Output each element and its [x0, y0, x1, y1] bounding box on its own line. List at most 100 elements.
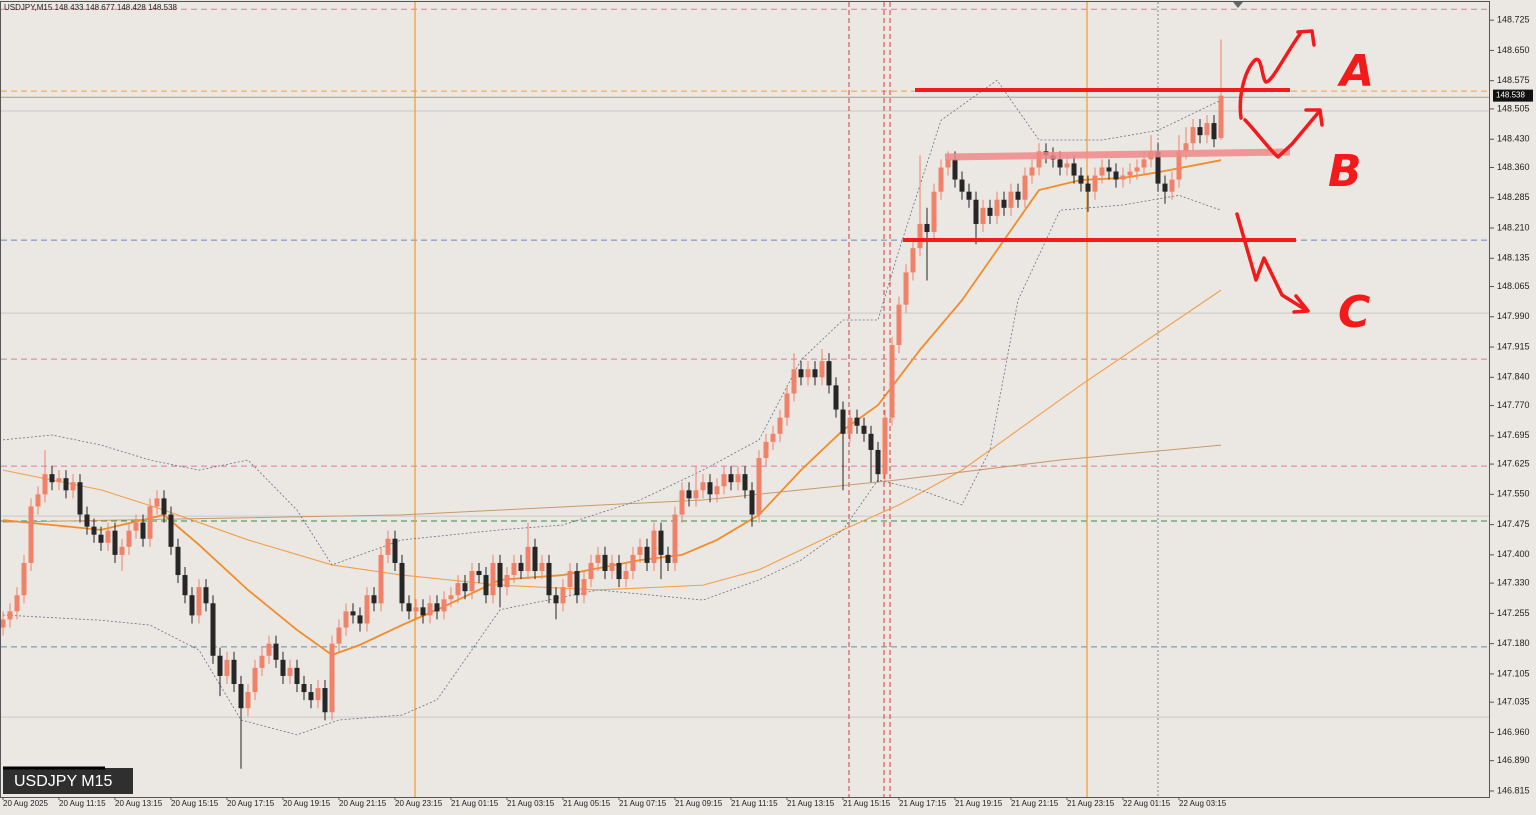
candle-body [791, 369, 797, 394]
candle-body [441, 599, 447, 612]
candle-body [728, 474, 734, 483]
y-tick-label: 147.625 [1497, 458, 1530, 468]
candle-body [196, 587, 202, 616]
candle-body [770, 433, 776, 442]
candle-body [357, 615, 363, 624]
x-axis: 20 Aug 2025 20 Aug 11:15 20 Aug 13:15 20 Au… [2, 797, 1227, 808]
plot-border [0, 1, 1490, 798]
candle-body [1169, 179, 1175, 192]
candle-body [784, 393, 790, 418]
candle-body [777, 417, 783, 434]
header-open: 148.433 [55, 3, 84, 12]
candle-body [826, 361, 832, 386]
candle-body [266, 643, 272, 656]
arrow-b [1243, 108, 1324, 159]
x-tick-label: 21 Aug 09:15 [675, 799, 723, 808]
y-tick-label: 146.890 [1497, 755, 1530, 765]
candle-body [903, 272, 909, 305]
candle-body [350, 611, 356, 616]
candle-body [1022, 175, 1028, 200]
y-tick-label: 146.960 [1497, 727, 1530, 737]
candle-body [1155, 151, 1161, 184]
candle-body [567, 571, 573, 588]
candle-body [1085, 183, 1091, 192]
candle-body [763, 441, 769, 459]
candle-body [588, 562, 594, 580]
x-tick-label: 20 Aug 15:15 [171, 799, 219, 808]
candle-body [931, 191, 937, 233]
candle-body [581, 579, 587, 596]
candle-body [1204, 123, 1210, 136]
y-tick-label: 147.770 [1497, 400, 1530, 410]
candle-body [448, 595, 454, 600]
y-tick-label: 147.550 [1497, 489, 1530, 499]
candle-body [371, 595, 377, 604]
candle-body [70, 482, 76, 491]
badge: USDJPY M15 [14, 773, 113, 790]
x-tick-label: 21 Aug 01:15 [451, 799, 499, 808]
candle-body [616, 562, 622, 580]
candle-body [287, 667, 293, 676]
range-line [944, 148, 1291, 161]
symbol: USDJPY,M15 [4, 3, 53, 12]
candle-body [91, 526, 97, 535]
y-tick-label: 146.815 [1497, 785, 1530, 795]
candle-body [973, 199, 979, 224]
y-tick-label: 148.210 [1497, 222, 1530, 232]
candle-body [413, 607, 419, 612]
shift-marker [1233, 2, 1243, 8]
y-tick-label: 147.990 [1497, 311, 1530, 321]
candles [0, 39, 1224, 769]
arrow-a [1238, 29, 1316, 120]
x-tick-label: 21 Aug 13:15 [787, 799, 835, 808]
y-tick-label: 147.840 [1497, 372, 1530, 382]
candle-body [1211, 123, 1217, 140]
x-tick-label: 20 Aug 17:15 [227, 799, 275, 808]
indicator-line [2, 444, 1222, 523]
candle-body [210, 603, 216, 656]
candle-body [868, 433, 874, 450]
y-tick-label: 147.105 [1497, 668, 1530, 678]
candle-body [966, 191, 972, 200]
candle-body [854, 417, 860, 426]
candle-body [63, 478, 69, 491]
price-label: 148.538 [1496, 91, 1525, 100]
candle-body [651, 530, 657, 563]
x-tick-label: 22 Aug 01:15 [1123, 799, 1171, 808]
candle-body [875, 449, 881, 475]
candle-body [1134, 167, 1140, 172]
x-tick-label: 20 Aug 13:15 [115, 799, 163, 808]
candle-body [462, 583, 468, 592]
candle-body [49, 474, 55, 483]
candle-body [1176, 151, 1182, 180]
candle-body [1113, 171, 1119, 180]
candle-body [203, 587, 209, 604]
candle-body [147, 506, 153, 539]
candle-body [56, 478, 62, 483]
candle-body [665, 554, 671, 563]
x-tick-label: 21 Aug 23:15 [1067, 799, 1115, 808]
candle-body [455, 583, 461, 596]
x-tick-label: 20 Aug 19:15 [283, 799, 331, 808]
candle-body [392, 538, 398, 563]
candle-body [952, 159, 958, 180]
candle-body [735, 474, 741, 483]
candle-body [1190, 127, 1196, 144]
candle-body [742, 474, 748, 491]
candle-body [945, 159, 951, 168]
drawings: A B C [903, 29, 1374, 338]
x-tick-label: 20 Aug 23:15 [395, 799, 443, 808]
candle-body [175, 546, 181, 576]
candle-body [693, 490, 699, 499]
candle-body [700, 482, 706, 491]
candle-body [343, 611, 349, 628]
candle-body [238, 684, 244, 709]
candle-body [427, 603, 433, 616]
candle-body [476, 571, 482, 576]
candle-body [574, 571, 580, 596]
x-tick-label: 21 Aug 15:15 [843, 799, 891, 808]
indicators [2, 79, 1222, 736]
candle-body [245, 692, 251, 709]
candle-body [0, 619, 6, 628]
